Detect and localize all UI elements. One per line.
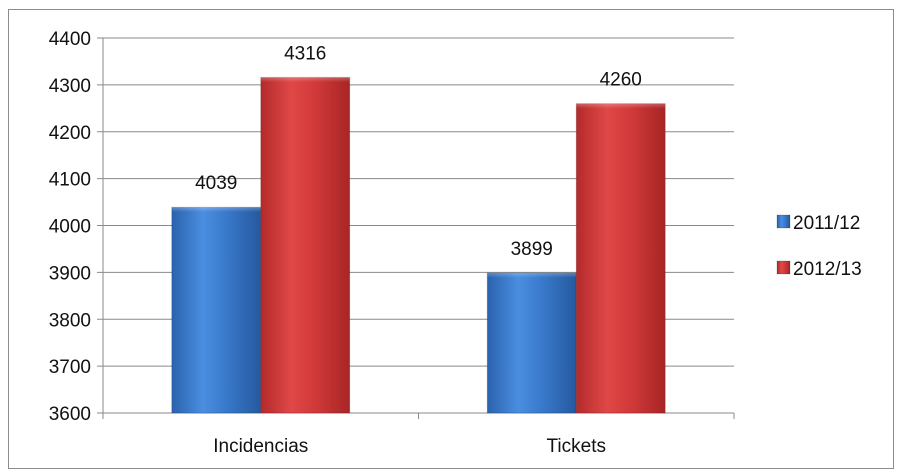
y-tick-label: 3700 xyxy=(49,357,91,378)
category-labels: Incidencias Tickets xyxy=(213,436,606,457)
y-tick-label: 4000 xyxy=(49,217,91,238)
bar-highlight xyxy=(171,207,261,248)
x-category-label: Incidencias xyxy=(213,436,308,457)
y-tick-labels: 3600 3700 3800 3900 4000 4100 4200 4300 4400 xyxy=(49,29,91,425)
legend-swatch xyxy=(776,260,791,275)
bar-tickets-2 xyxy=(575,103,666,414)
legend-swatch xyxy=(776,214,791,229)
bar-highlight xyxy=(260,77,350,118)
bar-highlight xyxy=(576,103,666,144)
data-label: 4039 xyxy=(195,173,237,194)
y-tick-label: 3900 xyxy=(49,263,91,284)
y-tick-label: 4100 xyxy=(49,170,91,191)
legend: 2011/12 2012/13 xyxy=(776,213,862,280)
legend-label: 2012/13 xyxy=(793,259,862,280)
x-category-label: Tickets xyxy=(547,436,606,457)
chart-frame xyxy=(8,9,894,469)
y-tick-label: 4200 xyxy=(49,123,91,144)
bars xyxy=(171,76,666,414)
data-label: 4316 xyxy=(284,43,326,64)
y-tick-label: 4400 xyxy=(49,29,91,50)
y-tick-label: 3800 xyxy=(49,310,91,331)
legend-label: 2011/12 xyxy=(793,213,860,234)
y-tick-label: 4300 xyxy=(49,76,91,97)
bar-highlight xyxy=(487,272,577,313)
data-label: 3899 xyxy=(511,239,553,260)
bar-incidencias-2 xyxy=(260,76,351,414)
data-labels: 4039 4316 3899 4260 xyxy=(195,43,642,259)
y-tick-label: 3600 xyxy=(49,404,91,425)
data-label: 4260 xyxy=(600,70,642,91)
